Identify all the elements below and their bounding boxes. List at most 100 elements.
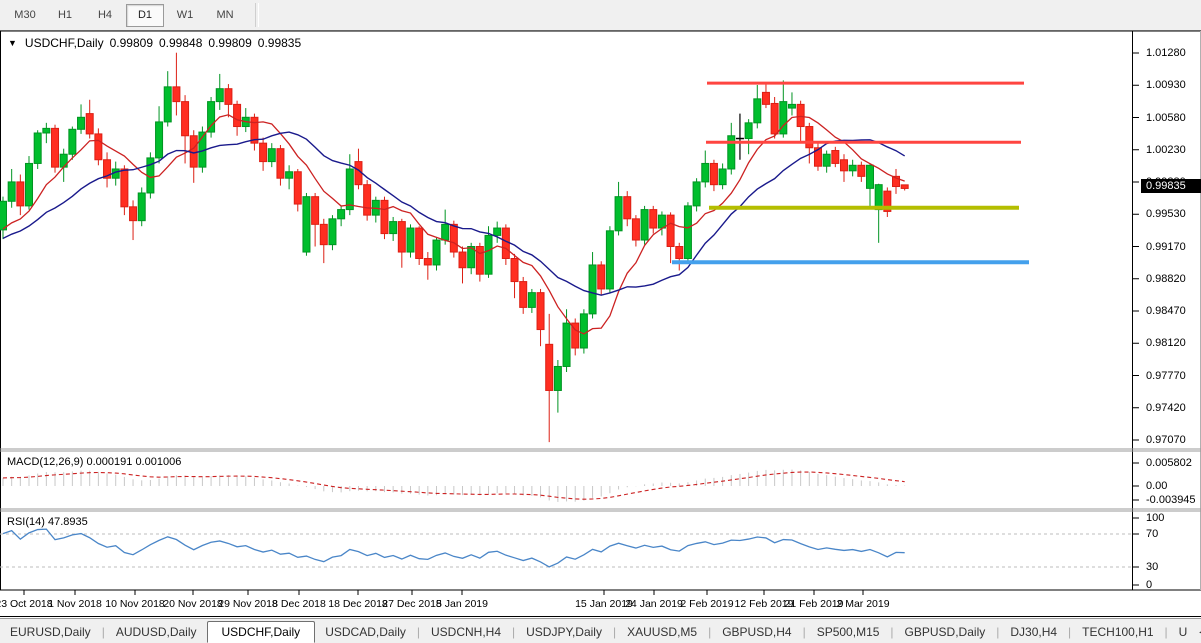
macd-axis-label: 0.005802 <box>1146 457 1192 469</box>
bull-candle <box>441 223 450 241</box>
bear-candle <box>458 251 467 269</box>
bull-candle <box>527 292 536 308</box>
date-axis-label: 27 Dec 2018 <box>382 598 442 610</box>
bear-candle <box>85 113 94 135</box>
chart-tab-usdcnh-h4[interactable]: USDCNH,H4 <box>431 624 502 639</box>
bull-candle <box>302 196 311 253</box>
bull-candle <box>328 218 337 246</box>
rsi-axis-label: 30 <box>1146 561 1159 573</box>
ma-slow-line <box>2 131 906 296</box>
bear-candle <box>623 196 632 220</box>
chart-tab-gbpusd-daily[interactable]: GBPUSD,Daily <box>904 624 986 639</box>
tab-separator: | <box>1164 624 1168 639</box>
bear-candle <box>380 199 389 235</box>
date-axis-label: 5 Jan 2019 <box>436 598 488 610</box>
bull-candle <box>337 209 346 220</box>
bear-candle <box>129 206 138 222</box>
price-axis-label: 0.97770 <box>1146 369 1186 382</box>
ohlc-low: 0.99809 <box>208 36 252 50</box>
bear-candle <box>311 196 320 225</box>
bull-candle <box>562 322 571 367</box>
bull-candle <box>0 200 7 231</box>
bear-candle <box>892 175 901 188</box>
timeframe-button-h1[interactable]: H1 <box>57 9 73 21</box>
chart-tab-audusd-daily[interactable]: AUDUSD,Daily <box>115 624 197 639</box>
bull-candle <box>848 164 857 172</box>
date-axis-label: 24 Jan 2019 <box>625 598 683 610</box>
bull-candle <box>614 196 623 232</box>
rsi-axis-label: 70 <box>1146 528 1159 540</box>
bull-candle <box>701 162 710 183</box>
timeframe-button-w1[interactable]: W1 <box>176 9 194 21</box>
date-axis-label: 1 Nov 2018 <box>48 598 102 610</box>
bull-candle <box>493 227 502 236</box>
rsi-indicator-label: RSI(14) 47.8935 <box>7 516 88 528</box>
timeframe-button-d1[interactable]: D1 <box>126 3 164 27</box>
price-axis-label: 0.97420 <box>1146 401 1186 414</box>
tab-scroll-left-icon[interactable]: ◄ <box>1197 627 1201 637</box>
chart-tab-bar: EURUSD,Daily | AUDUSD,Daily USDCHF,Daily USD… <box>0 618 1201 643</box>
tab-separator: | <box>890 624 894 639</box>
chart-tab-dj30-h4[interactable]: DJ30,H4 <box>1010 624 1058 639</box>
tab-separator: | <box>512 624 516 639</box>
bear-candle <box>363 184 372 216</box>
macd-value-signal: 0.001006 <box>135 456 182 468</box>
chart-tab-gbpusd-h4[interactable]: GBPUSD,H4 <box>722 624 792 639</box>
bull-candle <box>207 101 216 133</box>
timeframe-button-m30[interactable]: M30 <box>14 9 36 21</box>
bear-candle <box>423 257 432 266</box>
bull-candle <box>727 135 736 170</box>
bear-candle <box>545 343 554 391</box>
bear-candle <box>501 227 510 259</box>
bear-candle <box>293 171 302 205</box>
macd-panel <box>2 469 906 502</box>
tab-separator: | <box>1068 624 1072 639</box>
rsi-axis-label: 100 <box>1146 512 1165 524</box>
timeframe-button-mn[interactable]: MN <box>216 9 234 21</box>
chart-tab-usdcad-daily[interactable]: USDCAD,Daily <box>325 624 406 639</box>
bear-candle <box>120 168 129 208</box>
rsi-axis-label: 0 <box>1146 579 1153 591</box>
bear-candle <box>631 218 640 241</box>
bull-candle <box>866 164 874 189</box>
bear-candle <box>675 246 684 259</box>
bull-candle <box>25 162 34 207</box>
macd-value-main: 0.000191 <box>86 456 133 468</box>
bear-candle <box>770 102 779 135</box>
timeframe-button-h4[interactable]: H4 <box>97 9 113 21</box>
bull-candle <box>744 122 753 140</box>
bear-candle <box>883 190 892 212</box>
price-axis-label: 1.01280 <box>1146 47 1186 59</box>
date-axis-label: 12 Feb 2019 <box>734 598 794 610</box>
chart-tab-sp500-m15[interactable]: SP500,M15 <box>816 624 880 639</box>
bull-candle <box>553 365 562 391</box>
bull-candle <box>267 148 276 163</box>
chart-tab-usdchf-daily[interactable]: USDCHF,Daily <box>206 620 316 643</box>
chart-title: ▼ USDCHF,Daily 0.99809 0.99848 0.99809 0… <box>8 36 301 50</box>
tab-separator: | <box>996 624 1000 639</box>
symbol-name: USDCHF,Daily <box>24 36 104 50</box>
chart-tab-usdjpy-daily[interactable]: USDJPY,Daily <box>526 624 602 639</box>
bear-candle <box>666 214 675 248</box>
rsi-panel <box>0 528 1132 568</box>
chart-tab-u[interactable]: U <box>1178 624 1188 639</box>
tab-separator: | <box>101 624 105 639</box>
bull-candle <box>215 88 224 103</box>
tab-scroll-controls: ◄► <box>1197 627 1201 637</box>
rsi-line <box>2 528 905 568</box>
tab-separator: | <box>416 624 420 639</box>
bull-candle <box>7 181 16 202</box>
chart-tab-eurusd-daily[interactable]: EURUSD,Daily <box>10 624 91 639</box>
bear-candle <box>796 103 805 128</box>
bear-candle <box>276 148 285 179</box>
ma-fast-line <box>2 114 905 335</box>
bull-candle <box>692 181 701 207</box>
chart-tab-xauusd-m5[interactable]: XAUUSD,M5 <box>627 624 698 639</box>
bear-candle <box>16 181 25 207</box>
bear-candle <box>449 223 458 253</box>
symbol-dropdown-icon[interactable]: ▼ <box>8 38 17 48</box>
chart-tab-tech100-h1[interactable]: TECH100,H1 <box>1082 624 1154 639</box>
bear-candle <box>189 135 198 168</box>
